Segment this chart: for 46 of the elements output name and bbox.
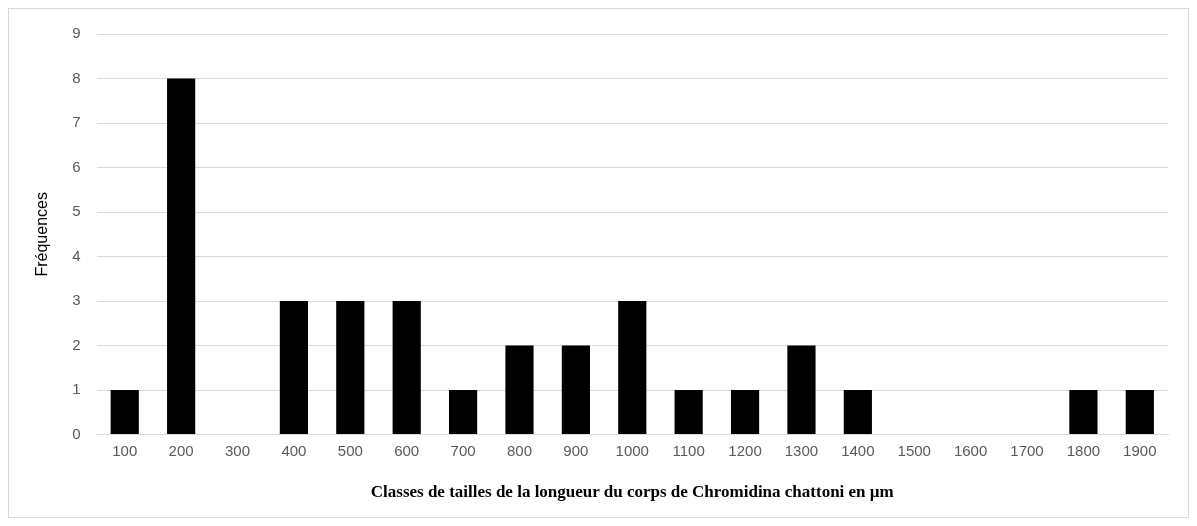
bar — [392, 301, 421, 435]
y-tick-label: 7 — [72, 113, 81, 131]
bar — [674, 390, 703, 435]
x-tick-label: 500 — [337, 441, 363, 459]
y-tick-label: 8 — [72, 68, 81, 86]
bar — [279, 301, 309, 435]
x-tick-label: 1000 — [615, 441, 649, 459]
bar — [787, 345, 816, 435]
bar — [1125, 390, 1154, 435]
bar — [730, 390, 760, 435]
bar — [167, 78, 196, 435]
y-tick-label: 1 — [72, 380, 81, 398]
x-axis-title: Classes de tailles de la longueur du corps de Chromidina chattoni en µm — [370, 482, 894, 502]
x-tick-label: 700 — [450, 441, 476, 459]
x-tick-label: 300 — [225, 441, 251, 459]
x-tick-label: 1700 — [1010, 441, 1044, 459]
y-axis-title: Fréquences — [33, 192, 51, 277]
x-tick-label: 200 — [168, 441, 194, 459]
bar — [1069, 390, 1098, 435]
bar — [336, 301, 365, 435]
bar — [110, 390, 139, 435]
y-tick-label: 5 — [72, 202, 81, 220]
y-tick-label: 0 — [72, 424, 81, 442]
x-tick-label: 1300 — [784, 441, 819, 459]
x-tick-label: 1600 — [953, 441, 988, 459]
bar — [449, 390, 478, 435]
bar — [618, 301, 647, 435]
bar — [843, 390, 872, 435]
y-tick-label: 3 — [72, 291, 81, 309]
x-tick-label: 1500 — [897, 441, 931, 459]
x-tick-label: 800 — [506, 441, 532, 459]
bar — [561, 345, 590, 435]
y-tick-label: 6 — [72, 157, 81, 175]
bar — [505, 345, 534, 435]
x-tick-label: 100 — [112, 441, 138, 459]
x-tick-label: 900 — [563, 441, 589, 459]
x-tick-label: 1100 — [672, 441, 705, 459]
y-tick-label: 2 — [72, 335, 81, 353]
x-tick-label: 1200 — [728, 441, 762, 459]
x-tick-label: 400 — [281, 441, 307, 459]
y-tick-label: 4 — [72, 246, 81, 264]
x-tick-label: 1900 — [1123, 441, 1157, 459]
x-tick-label: 600 — [394, 441, 420, 459]
x-tick-label: 1400 — [841, 441, 875, 459]
x-tick-label: 1800 — [1066, 441, 1101, 459]
y-tick-label: 9 — [72, 24, 81, 42]
